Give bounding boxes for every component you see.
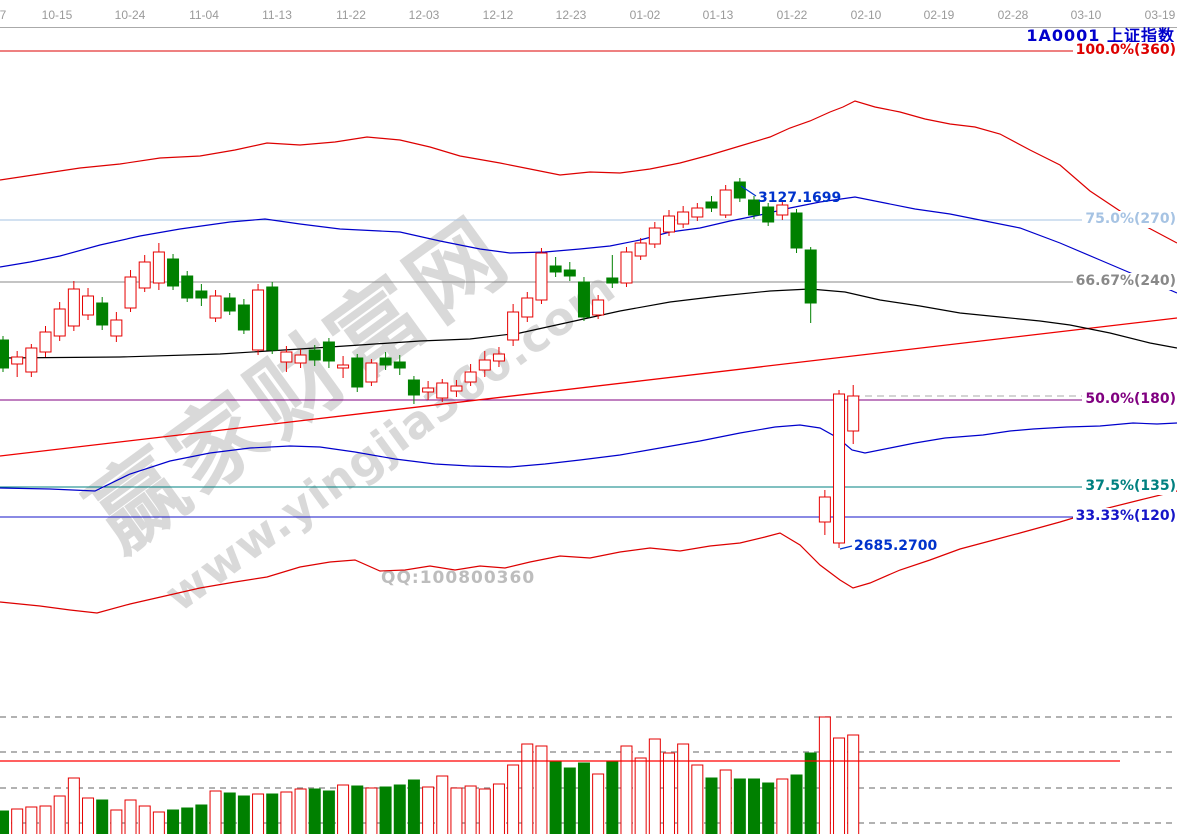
- date-tick: 12-23: [555, 8, 587, 22]
- fib-level-label-37: 37.5%(135): [1082, 478, 1176, 495]
- date-tick: 01-22: [776, 8, 808, 22]
- date-axis: 7 10-15 10-24 11-04 11-13 11-22 12-03 12…: [0, 0, 1177, 28]
- date-tick: 03-10: [1070, 8, 1102, 22]
- date-tick: 02-10: [850, 8, 882, 22]
- date-tick: 02-28: [997, 8, 1029, 22]
- date-tick: 03-19: [1144, 8, 1176, 22]
- fib-level-label-66: 66.67%(240): [1072, 273, 1176, 290]
- date-tick: 02-19: [923, 8, 955, 22]
- date-tick: 11-22: [336, 8, 366, 22]
- fib-level-label-100: 100.0%(360): [1072, 42, 1176, 59]
- axis-divider-line: [0, 27, 1177, 28]
- date-tick: 10-15: [41, 8, 73, 22]
- date-tick: 12-12: [482, 8, 514, 22]
- chart-title: 1A0001 上证指数: [1026, 26, 1175, 45]
- date-tick: 12-03: [408, 8, 440, 22]
- date-tick: 10-24: [114, 8, 146, 22]
- date-tick: 7: [0, 8, 7, 22]
- date-tick: 11-04: [189, 8, 219, 22]
- high-price-label: 3127.1699: [758, 190, 842, 206]
- fib-level-label-75: 75.0%(270): [1082, 211, 1176, 228]
- date-tick: 01-13: [702, 8, 734, 22]
- date-tick: 01-02: [629, 8, 661, 22]
- low-price-label: 2685.2700: [854, 538, 938, 554]
- fib-level-label-50: 50.0%(180): [1082, 391, 1176, 408]
- date-tick: 11-13: [262, 8, 292, 22]
- fib-level-label-33: 33.33%(120): [1072, 508, 1176, 525]
- watermark-qq: QQ:100800360: [381, 568, 536, 588]
